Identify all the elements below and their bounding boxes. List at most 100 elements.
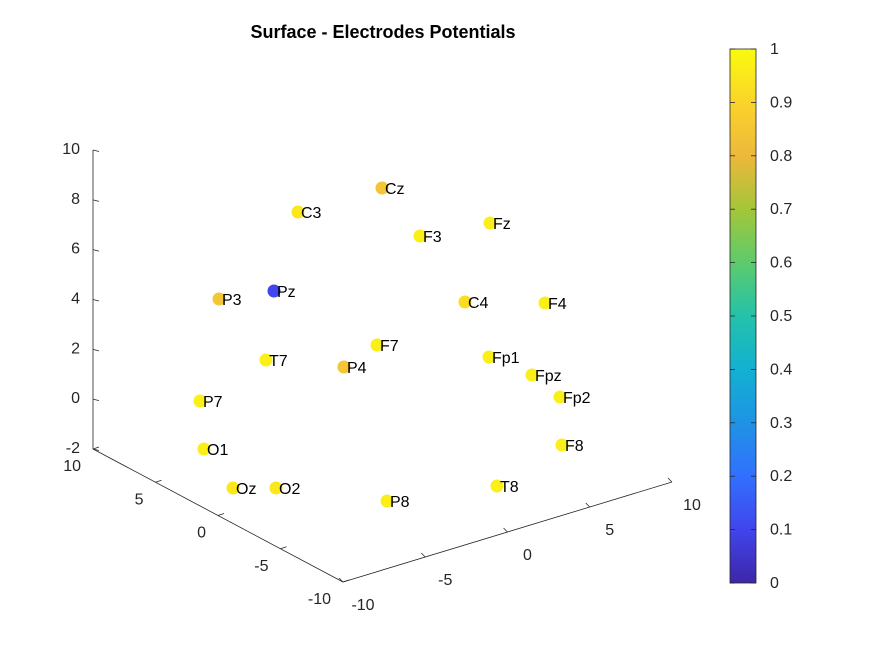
colorbar-tick-label: 0 bbox=[770, 575, 779, 592]
electrode-marker bbox=[337, 360, 351, 374]
electrode-label: F4 bbox=[548, 296, 567, 313]
y-tick bbox=[92, 446, 100, 450]
y-tick-label: -10 bbox=[308, 591, 331, 608]
electrode-fz: Fz bbox=[483, 216, 511, 233]
electrode-marker bbox=[291, 205, 305, 219]
y-tick bbox=[217, 513, 225, 516]
electrode-f4: F4 bbox=[538, 296, 567, 313]
electrode-label: Pz bbox=[277, 284, 296, 301]
z-tick-label: 6 bbox=[71, 241, 80, 258]
z-tick-label: -2 bbox=[66, 440, 80, 457]
z-tick-label: 8 bbox=[71, 191, 80, 208]
electrode-o2: O2 bbox=[269, 481, 300, 498]
y-tick-label: 0 bbox=[197, 525, 206, 542]
electrode-f3: F3 bbox=[413, 229, 442, 246]
electrode-p8: P8 bbox=[380, 494, 410, 511]
x-tick bbox=[667, 477, 673, 483]
electrode-marker bbox=[458, 295, 472, 309]
x-axis: -10 -5 0 5 10 bbox=[338, 477, 701, 614]
electrode-marker bbox=[259, 353, 273, 367]
y-tick-label: -5 bbox=[254, 558, 268, 575]
z-tick-label: 4 bbox=[71, 291, 80, 308]
colorbar-tick-label: 0.3 bbox=[770, 415, 792, 432]
electrode-label: P3 bbox=[222, 292, 242, 309]
electrode-p3: P3 bbox=[212, 292, 242, 309]
electrode-marker bbox=[370, 338, 384, 352]
electrode-label: P4 bbox=[347, 360, 367, 377]
z-tick bbox=[92, 398, 100, 402]
electrode-t8: T8 bbox=[490, 479, 519, 496]
electrode-label: Fp1 bbox=[492, 350, 520, 367]
electrode-marker bbox=[267, 284, 281, 298]
z-tick-label: 0 bbox=[71, 390, 80, 407]
electrode-pz: Pz bbox=[267, 284, 296, 301]
z-axis: -2 0 2 4 6 8 10 bbox=[62, 141, 100, 457]
electrode-f8: F8 bbox=[555, 438, 584, 455]
colorbar-tick-label: 0.7 bbox=[770, 201, 792, 218]
electrode-label: T7 bbox=[269, 353, 288, 370]
electrode-t7: T7 bbox=[259, 353, 288, 370]
z-tick-label: 10 bbox=[62, 141, 80, 158]
electrode-label: Fp2 bbox=[563, 390, 591, 407]
electrode-f7: F7 bbox=[370, 338, 399, 355]
y-tick-label: 10 bbox=[63, 458, 81, 475]
electrode-p4: P4 bbox=[337, 360, 367, 377]
x-tick-label: -5 bbox=[438, 572, 452, 589]
electrode-label: Cz bbox=[385, 181, 405, 198]
electrode-label: C4 bbox=[468, 295, 489, 312]
electrode-o1: O1 bbox=[197, 442, 228, 459]
x-tick-label: -10 bbox=[351, 597, 374, 614]
electrode-label: Fpz bbox=[535, 368, 562, 385]
electrode-marker bbox=[269, 481, 283, 495]
colorbar-tick-label: 0.4 bbox=[770, 361, 792, 378]
electrode-marker bbox=[482, 350, 496, 364]
electrode-marker bbox=[555, 438, 569, 452]
electrode-marker bbox=[197, 442, 211, 456]
electrode-marker bbox=[380, 494, 394, 508]
colorbar: 0 0.1 0.2 0.3 0.4 0.5 0.6 0.7 0.8 0.9 1 bbox=[729, 41, 792, 592]
colorbar-tick-label: 0.1 bbox=[770, 522, 792, 539]
electrode-marker bbox=[553, 390, 567, 404]
electrode-fp2: Fp2 bbox=[553, 390, 591, 407]
electrode-c4: C4 bbox=[458, 295, 489, 312]
z-tick bbox=[92, 249, 100, 252]
electrode-fp1: Fp1 bbox=[482, 350, 520, 367]
electrode-marker bbox=[525, 368, 539, 382]
electrode-marker bbox=[193, 394, 207, 408]
electrode-cz: Cz bbox=[375, 181, 405, 198]
electrode-c3: C3 bbox=[291, 205, 322, 222]
z-tick bbox=[92, 348, 100, 352]
x-tick-label: 10 bbox=[683, 497, 701, 514]
x-tick bbox=[585, 502, 591, 508]
x-tick bbox=[503, 527, 508, 533]
electrode-label: C3 bbox=[301, 205, 322, 222]
z-tick bbox=[92, 199, 100, 202]
electrode-fpz: Fpz bbox=[525, 368, 562, 385]
electrode-markers: Cz C3 Fz F3 P3 Pz C4 F4 F7 T7 P4 Fp1 Fpz P7 Fp2 O1 F8 Oz O… bbox=[193, 181, 591, 511]
electrode-label: O1 bbox=[207, 442, 228, 459]
colorbar-tick-label: 1 bbox=[770, 41, 779, 58]
electrode-label: P8 bbox=[390, 494, 410, 511]
electrode-label: Fz bbox=[493, 216, 511, 233]
y-axis: -10 -5 0 5 10 bbox=[63, 446, 350, 608]
electrode-marker bbox=[483, 216, 497, 230]
electrode-label: F7 bbox=[380, 338, 399, 355]
electrode-label: F3 bbox=[423, 229, 442, 246]
electrode-marker bbox=[212, 292, 226, 306]
electrode-label: Oz bbox=[236, 481, 256, 498]
x-tick bbox=[420, 552, 426, 558]
electrode-label: T8 bbox=[500, 479, 519, 496]
electrode-marker bbox=[375, 181, 389, 195]
z-tick-label: 2 bbox=[71, 340, 80, 357]
electrode-label: O2 bbox=[279, 481, 300, 498]
colorbar-tick-label: 0.9 bbox=[770, 94, 792, 111]
colorbar-tick-label: 0.5 bbox=[770, 308, 792, 325]
y-tick bbox=[280, 546, 287, 550]
electrode-marker bbox=[413, 229, 427, 243]
y-tick-label: 5 bbox=[135, 491, 144, 508]
colorbar-tick-label: 0.6 bbox=[770, 255, 792, 272]
electrode-marker bbox=[538, 296, 552, 310]
colorbar-tick-label: 0.8 bbox=[770, 148, 792, 165]
x-tick bbox=[338, 577, 344, 583]
